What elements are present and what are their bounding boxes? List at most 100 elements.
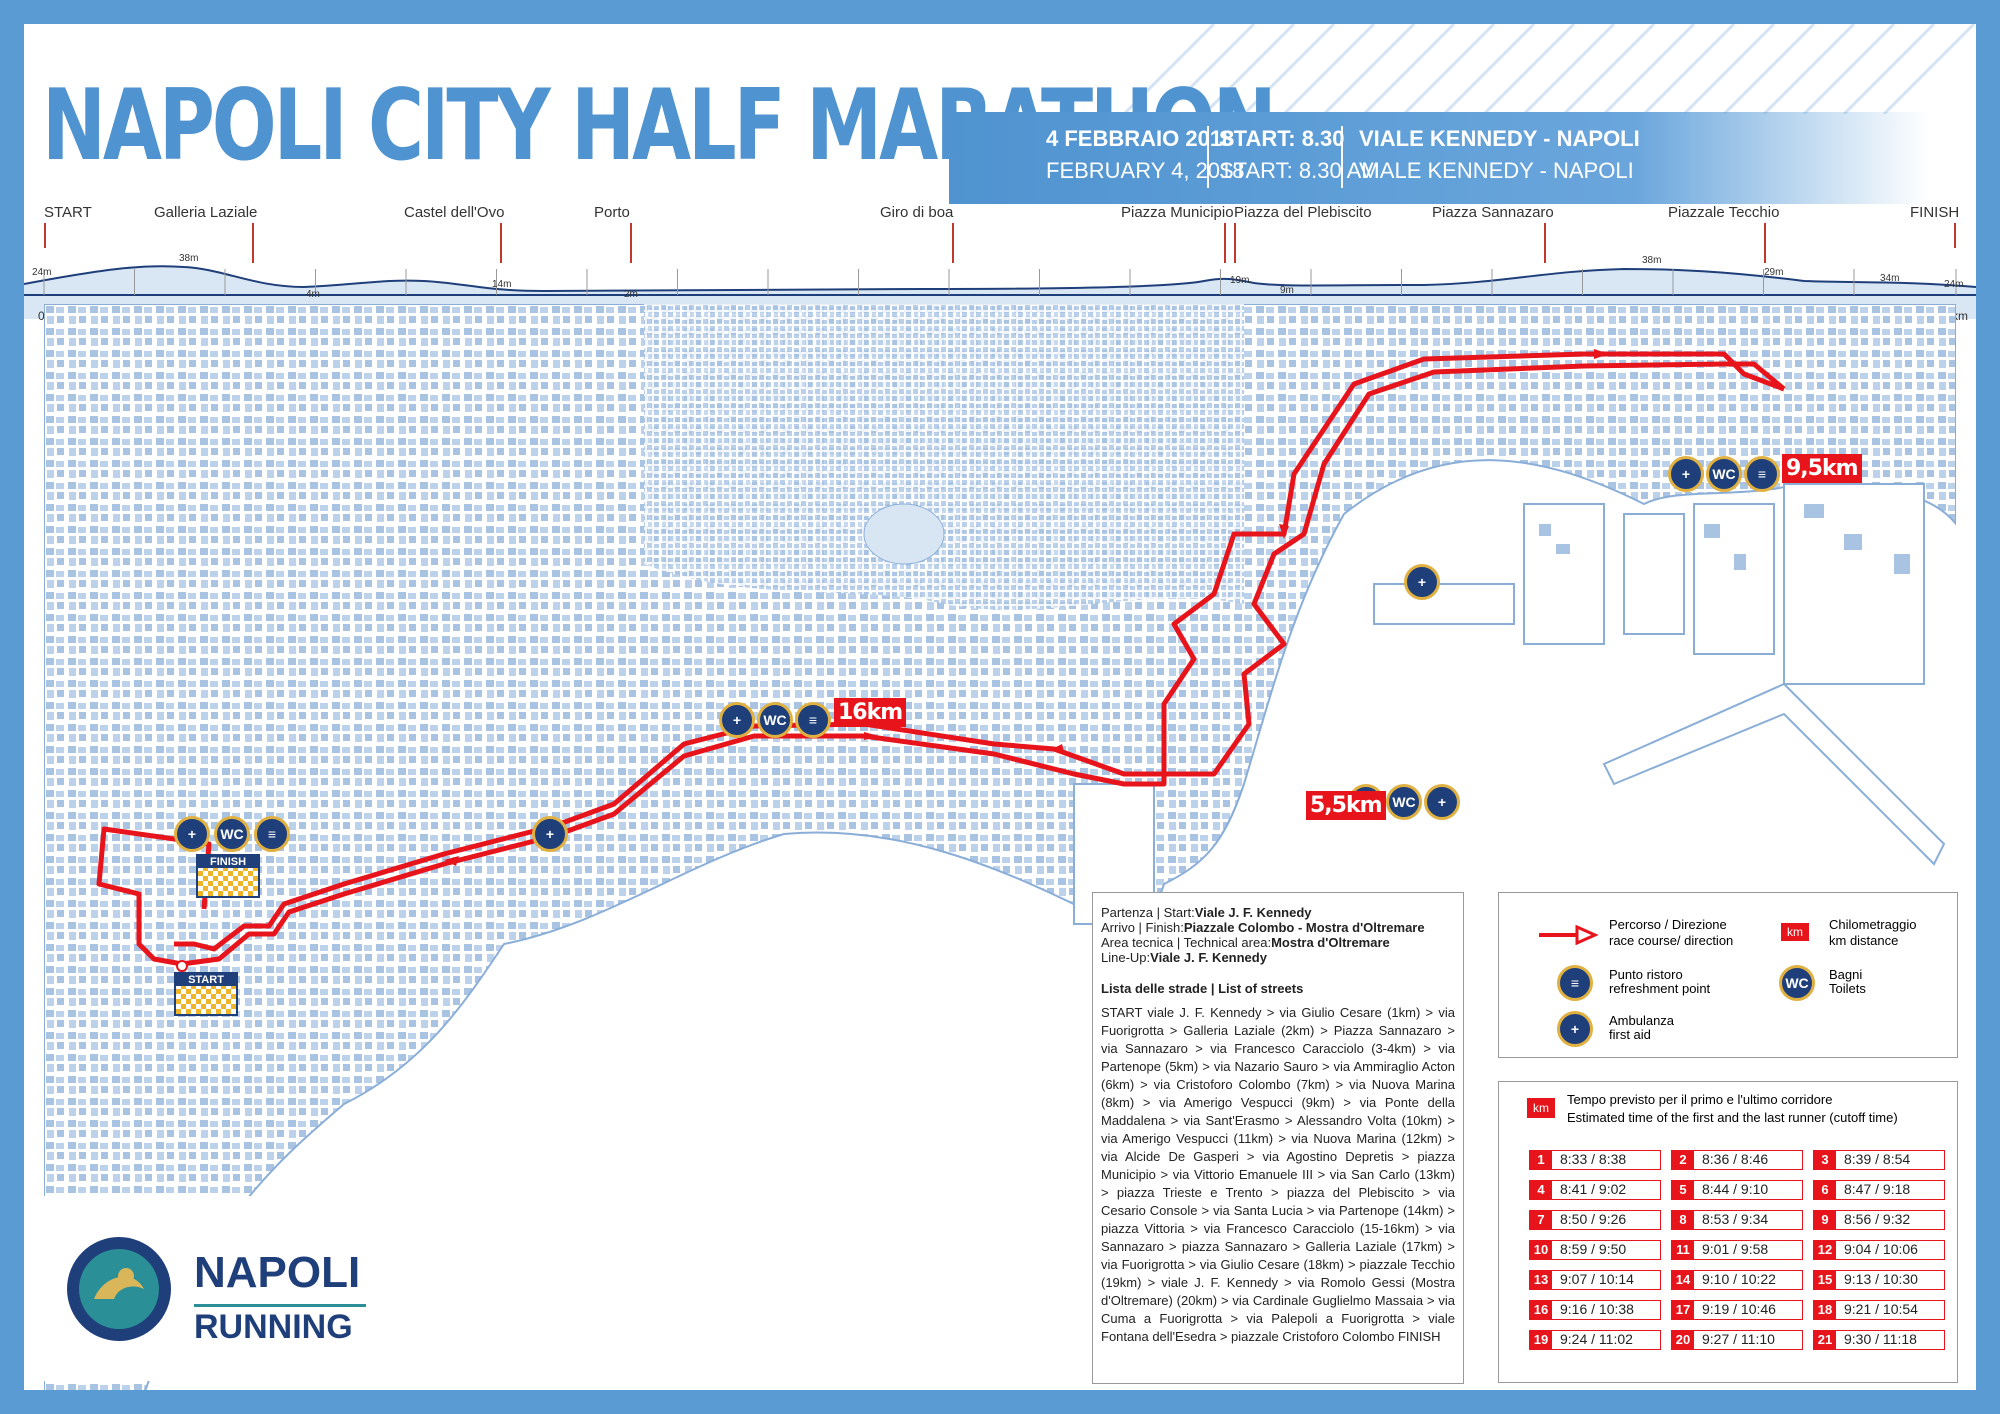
lineup-value: Viale J. F. Kennedy — [1150, 950, 1267, 965]
cutoff-row: 2 8:36 / 8:46 — [1671, 1150, 1803, 1170]
cutoff-row: 9 8:56 / 9:32 — [1813, 1210, 1945, 1230]
profile-label-galleria: Galleria Laziale — [154, 204, 258, 221]
elevation-value: 24m — [1944, 279, 1964, 290]
cutoff-row: 13 9:07 / 10:14 — [1529, 1270, 1661, 1290]
toilets-icon: WC — [214, 816, 250, 852]
cutoff-time: 8:41 / 9:02 — [1560, 1181, 1627, 1197]
cutoff-row: 8 8:53 / 9:34 — [1671, 1210, 1803, 1230]
first-aid-icon: + — [1424, 784, 1460, 820]
legend: Percorso / Direzione race course/ direct… — [1498, 892, 1958, 1058]
cutoff-km: 13 — [1530, 1271, 1552, 1289]
cutoff-km: 20 — [1672, 1331, 1694, 1349]
cutoff-row: 15 9:13 / 10:30 — [1813, 1270, 1945, 1290]
km-flag-9-5: 9,5km — [1782, 454, 1862, 483]
cutoff-km: 4 — [1530, 1181, 1552, 1199]
cutoff-km: 14 — [1672, 1271, 1694, 1289]
finish-label-text: Arrivo | Finish: — [1101, 920, 1184, 935]
cutoff-time: 8:59 / 9:50 — [1560, 1241, 1627, 1257]
profile-marker — [44, 223, 46, 248]
start-time-en: START: 8.30 AM — [1219, 158, 1380, 183]
cutoff-km: 7 — [1530, 1211, 1552, 1229]
cutoff-time: 9:19 / 10:46 — [1702, 1301, 1776, 1317]
km-flag-16: 16km — [834, 698, 907, 727]
profile-marker — [1954, 223, 1956, 248]
cutoff-time: 8:53 / 9:34 — [1702, 1211, 1769, 1227]
profile-marker — [500, 223, 502, 263]
cutoff-time: 9:07 / 10:14 — [1560, 1271, 1634, 1287]
cutoff-km: 17 — [1672, 1301, 1694, 1319]
cutoff-km: 8 — [1672, 1211, 1694, 1229]
divider — [1341, 126, 1343, 188]
start-location: Viale J. F. Kennedy — [1194, 905, 1312, 920]
info-panel: Partenza | Start:Viale J. F. Kennedy Arr… — [1092, 892, 1464, 1384]
cutoff-time: 8:33 / 8:38 — [1560, 1151, 1627, 1167]
cutoff-row: 12 9:04 / 10:06 — [1813, 1240, 1945, 1260]
logo-text-napoli: NAPOLI — [194, 1248, 361, 1297]
cutoff-time: 8:36 / 8:46 — [1702, 1151, 1769, 1167]
finish-label: FINISH — [198, 856, 258, 868]
first-aid-icon: + — [1557, 1011, 1593, 1047]
profile-label-giro: Giro di boa — [880, 204, 954, 221]
place-it: VIALE KENNEDY - NAPOLI — [1359, 126, 1640, 151]
elevation-value: 24m — [32, 267, 52, 278]
refreshment-icon: ≡ — [1744, 456, 1780, 492]
legend-km-en: km distance — [1829, 933, 1899, 948]
cutoff-times-table: km Tempo previsto per il primo e l'ultim… — [1498, 1081, 1958, 1383]
profile-label-finish: FINISH — [1910, 204, 1960, 221]
cutoff-row: 7 8:50 / 9:26 — [1529, 1210, 1661, 1230]
streets-list: START viale J. F. Kennedy > via Giulio C… — [1101, 1005, 1455, 1344]
logo-divider — [194, 1304, 366, 1307]
toilets-icon: WC — [1706, 456, 1742, 492]
refreshment-icon: ≡ — [1557, 965, 1593, 1001]
finish-location: Piazzale Colombo - Mostra d'Oltremare — [1183, 920, 1425, 935]
cutoff-km: 12 — [1814, 1241, 1836, 1259]
km-flag-5-5: 5,5km — [1306, 791, 1386, 820]
profile-label-sannazaro: Piazza Sannazaro — [1432, 204, 1554, 221]
start-marker: START — [174, 972, 238, 1016]
cutoff-time: 9:16 / 10:38 — [1560, 1301, 1634, 1317]
elevation-value: 14m — [492, 279, 512, 290]
date-it: 4 FEBBRAIO 2018 — [1046, 126, 1235, 151]
map-canvas — [43, 303, 1957, 1390]
cutoff-row: 20 9:27 / 11:10 — [1671, 1330, 1803, 1350]
legend-ambulance: Ambulanza — [1609, 1013, 1675, 1028]
first-aid-icon: + — [532, 816, 568, 852]
start-label-text: Partenza | Start: — [1101, 905, 1195, 920]
cutoff-row: 19 9:24 / 11:02 — [1529, 1330, 1661, 1350]
cutoff-row: 11 9:01 / 9:58 — [1671, 1240, 1803, 1260]
tech-area-label: Area tecnica | Technical area: — [1101, 935, 1272, 950]
legend-course: Percorso / Direzione — [1609, 917, 1727, 932]
route-arrow-icon — [1539, 925, 1599, 945]
cutoff-row: 14 9:10 / 10:22 — [1671, 1270, 1803, 1290]
cutoff-km: 1 — [1530, 1151, 1552, 1169]
profile-label-start: START — [44, 204, 92, 221]
legend-course-en: race course/ direction — [1609, 933, 1734, 948]
profile-marker — [252, 223, 254, 263]
cutoff-row: 21 9:30 / 11:18 — [1813, 1330, 1945, 1350]
cutoff-time: 9:27 / 11:10 — [1702, 1331, 1775, 1347]
elevation-value: 38m — [179, 253, 199, 264]
profile-marker — [952, 223, 954, 263]
napoli-running-logo: NAPOLI RUNNING — [34, 1196, 384, 1381]
decorative-stripes — [1124, 24, 1976, 114]
cutoff-km: 5 — [1672, 1181, 1694, 1199]
profile-marker — [630, 223, 632, 263]
times-subtitle: Estimated time of the first and the last… — [1567, 1110, 1898, 1125]
cutoff-km: 18 — [1814, 1301, 1836, 1319]
legend-toilets: Bagni — [1829, 967, 1863, 982]
lineup-label: Line-Up: — [1101, 950, 1151, 965]
start-time-it: START: 8.30 — [1219, 126, 1345, 151]
elevation-value: 19m — [1230, 275, 1250, 286]
poster: NAPOLI CITY HALF MARATHON 4 FEBBRAIO 201… — [24, 24, 1976, 1390]
cutoff-km: 16 — [1530, 1301, 1552, 1319]
divider — [1207, 126, 1209, 188]
cutoff-row: 16 9:16 / 10:38 — [1529, 1300, 1661, 1320]
cutoff-time: 8:50 / 9:26 — [1560, 1211, 1627, 1227]
logo-text-running: RUNNING — [194, 1308, 353, 1346]
legend-refresh-en: refreshment point — [1609, 981, 1711, 996]
profile-label-porto: Porto — [594, 204, 630, 221]
elevation-chart — [24, 265, 1976, 319]
first-aid-icon: + — [174, 816, 210, 852]
legend-km: Chilometraggio — [1829, 917, 1917, 932]
refreshment-icon: ≡ — [795, 702, 831, 738]
